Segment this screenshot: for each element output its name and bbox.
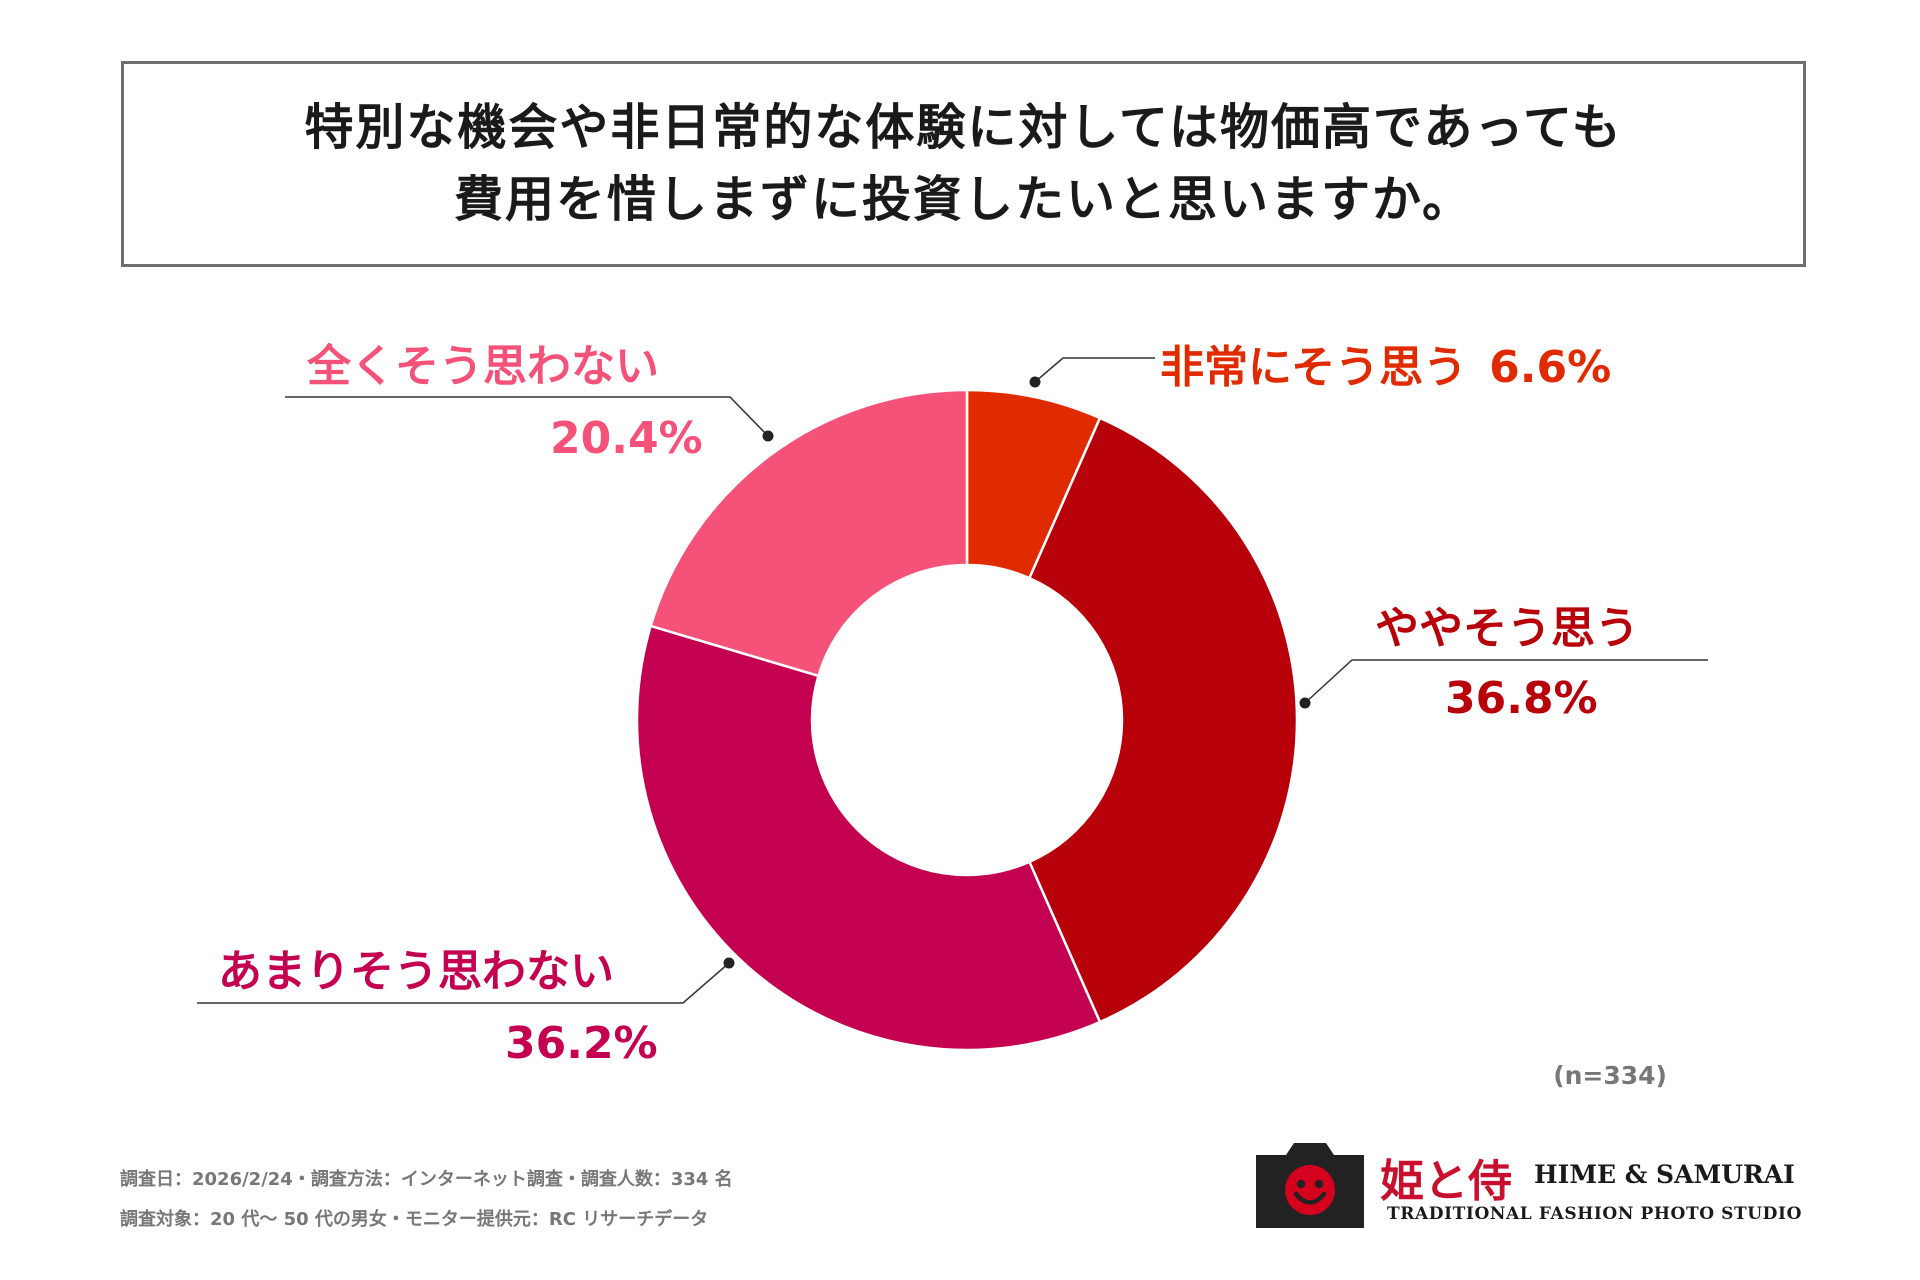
leader-very-agree-line [1034,357,1155,383]
slice-somewhat-disagree [635,624,1102,1052]
logo-japanese: 姫と侍 [1380,1156,1512,1207]
leader-somewhat-disagree-dot [723,957,735,969]
sample-size-note: (n=334) [1553,1061,1667,1090]
slice-label-somewhat-disagree: あまりそう思わない [218,946,614,997]
title-line-1: 特別な機会や非日常的な体験に対しては物価高であっても [304,99,1623,156]
survey-footnote-1: 調査日：2026/2/24・調査方法：インターネット調査・調査人数：334 名 [120,1169,733,1190]
slice-value: 6.6% [1489,342,1612,393]
leader-very-agree-dot [1029,376,1041,388]
leader-somewhat-agree-dot [1299,697,1311,709]
slice-strongly-disagree [649,388,969,678]
slice-value-somewhat-agree: 36.8% [1445,673,1598,724]
slice-label-strongly-disagree: 全くそう思わない [307,341,659,392]
slice-value-somewhat-disagree: 36.2% [505,1018,658,1069]
logo-english: HIME & SAMURAI [1534,1160,1795,1189]
leader-somewhat-agree-line [1304,659,1708,704]
slice-value-strongly-disagree: 20.4% [550,413,703,464]
slice-somewhat-agree [1027,416,1299,1024]
leader-somewhat-disagree-line [197,962,730,1004]
survey-footnote-2: 調査対象：20 代〜 50 代の男女・モニター提供元：RC リサーチデータ [120,1209,709,1230]
slice-label-somewhat-agree: ややそう思う [1375,603,1639,654]
slice-label-very-agree: 非常にそう思う 6.6% [1160,331,1611,395]
camera-smile-icon [1256,1143,1364,1228]
slice-name: 非常にそう思う [1160,342,1468,393]
title-box: 特別な機会や非日常的な体験に対しては物価高であっても 費用を惜しまずに投資したい… [121,61,1806,267]
studio-logo: 姫と侍 HIME & SAMURAI TRADITIONAL FASHION P… [1256,1143,1811,1231]
title-line-2: 費用を惜しまずに投資したいと思いますか。 [453,171,1474,228]
leader-strongly-disagree-dot [762,430,774,442]
logo-subtitle: TRADITIONAL FASHION PHOTO STUDIO [1387,1204,1802,1224]
leader-strongly-disagree-line [285,396,769,437]
